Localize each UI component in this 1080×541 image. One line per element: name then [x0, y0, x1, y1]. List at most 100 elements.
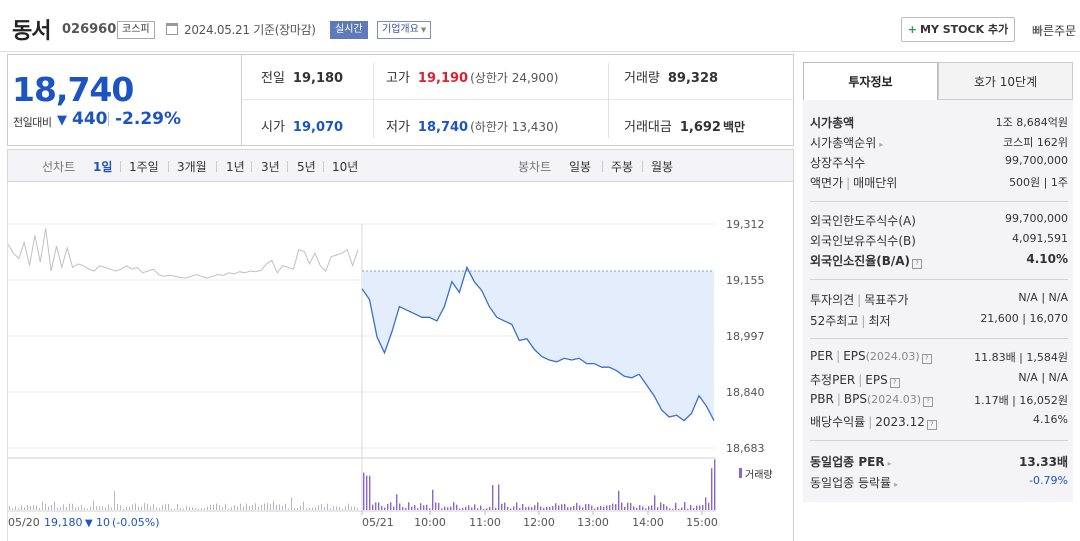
volume-bar — [354, 506, 355, 510]
quick-order-link[interactable]: 빠른주문 — [1032, 24, 1077, 38]
volume-bar — [639, 504, 641, 510]
foreign-limit-label: 외국인한도주식수(A) — [810, 214, 916, 228]
prev-day-price: 19,180 — [44, 516, 83, 529]
volume-bar — [393, 506, 395, 510]
y-tick-label: 19,312 — [726, 218, 765, 231]
prev-day-percent: (-0.05%) — [112, 516, 160, 529]
volume-bar — [294, 508, 295, 510]
volume-bar — [693, 508, 695, 510]
volume-bar — [594, 508, 596, 510]
volume-bar — [618, 490, 620, 510]
tab-1year[interactable]: 1년 — [226, 160, 245, 174]
y-tick-label: 18,997 — [726, 330, 765, 343]
volume-bar — [417, 508, 419, 510]
volume-bar — [225, 503, 226, 510]
tab-weekly-candle[interactable]: 주봉 — [611, 160, 634, 174]
volume-bar — [366, 475, 368, 510]
market-cap-rank-row[interactable]: 시가총액순위 ▸ 코스피 162위 — [810, 134, 1068, 152]
volume-bar — [423, 505, 425, 510]
volume-bar — [411, 506, 413, 510]
tab-orderbook-10[interactable]: 호가 10단계 — [938, 62, 1073, 100]
company-overview-dropdown[interactable]: 기업개요 ▼ — [377, 21, 432, 39]
tab-daily-candle[interactable]: 일봉 — [569, 160, 592, 174]
add-mystock-button[interactable]: + MY STOCK 추가 — [901, 17, 1015, 42]
par-value-value: 500원 | 1주 — [1009, 176, 1068, 189]
realtime-button[interactable]: 실시간 — [330, 21, 368, 39]
tab-divider — [602, 161, 603, 172]
week52-high-label: 52주최고 — [810, 314, 859, 328]
tab-10year[interactable]: 10년 — [332, 160, 359, 174]
section-divider — [810, 338, 1068, 339]
help-icon[interactable]: ? — [926, 420, 937, 430]
low-label: 저가 — [386, 120, 410, 135]
dividend-value: 4.16% — [1033, 413, 1068, 426]
tab-divider — [251, 161, 252, 172]
calendar-icon — [166, 23, 178, 35]
listed-shares-value: 99,700,000 — [1005, 154, 1068, 167]
per-row: PER | EPS(2024.03)? 11.83배 | 1,584원 — [810, 349, 1068, 364]
volume-bar — [123, 508, 124, 510]
volume-bar — [711, 468, 713, 510]
volume-bar — [192, 507, 193, 510]
volume-bar — [486, 508, 488, 510]
volume-bar — [630, 502, 632, 510]
volume-bar — [195, 508, 196, 510]
market-cap-row: 시가총액 1조 8,684억원 — [810, 114, 1068, 132]
volume-bar — [231, 507, 232, 510]
volume-bar — [255, 503, 256, 510]
add-mystock-label: MY STOCK 추가 — [920, 23, 1009, 36]
volume-bar — [606, 505, 608, 510]
volume-bar — [576, 502, 578, 510]
volume-bar — [567, 507, 569, 510]
tab-monthly-candle[interactable]: 월봉 — [651, 160, 674, 174]
volume-cell: 거래량 89,328 — [624, 67, 718, 86]
help-icon[interactable]: ? — [912, 259, 923, 269]
x-tick-label: 05/21 — [362, 516, 394, 529]
volume-bar — [78, 506, 79, 510]
volume-bar — [168, 504, 169, 510]
volume-bar — [645, 508, 647, 510]
volume-bar — [138, 506, 139, 510]
tab-1day[interactable]: 1일 — [93, 160, 113, 174]
foreign-ratio-row: 외국인소진율(B/A)? 4.10% — [810, 252, 1068, 270]
tab-3year[interactable]: 3년 — [261, 160, 280, 174]
pbr-date: (2024.03) — [866, 393, 922, 406]
tab-divider — [120, 161, 121, 172]
est-per-value: N/A | N/A — [1018, 371, 1068, 384]
prev-day-change: 10 — [96, 516, 110, 529]
volume-bar — [387, 503, 389, 510]
tab-1week[interactable]: 1주일 — [129, 160, 159, 174]
volume-bar — [327, 503, 328, 510]
volume-bar — [90, 506, 91, 510]
volume-bar — [519, 507, 521, 510]
help-icon[interactable]: ? — [923, 397, 934, 407]
volume-bar — [420, 503, 422, 510]
tab-investment-info[interactable]: 투자정보 — [803, 62, 938, 100]
prev-day-date: 05/20 — [8, 516, 40, 529]
volume-bar — [381, 506, 383, 510]
volume-bar — [312, 507, 313, 510]
help-icon[interactable]: ? — [889, 378, 900, 388]
volume-bar — [174, 508, 175, 510]
volume-bar — [324, 506, 325, 510]
per-value: 11.83배 | 1,584원 — [974, 351, 1068, 364]
low-cell: 저가 18,740 (하한가 13,430) — [386, 116, 558, 135]
price-box — [7, 54, 241, 146]
volume-bar — [546, 506, 548, 510]
volume-bar — [135, 503, 136, 510]
low-value: 18,740 — [417, 120, 469, 135]
volume-bar — [339, 507, 340, 510]
volume-bar — [216, 503, 217, 510]
tab-5year[interactable]: 5년 — [297, 160, 316, 174]
market-badge: 코스피 — [117, 21, 155, 39]
tab-divider — [642, 161, 643, 172]
volume-bar — [63, 504, 64, 510]
volume-bar — [105, 507, 106, 510]
industry-rate-row[interactable]: 동일업종 등락률 ▸ -0.79% — [810, 474, 1068, 492]
help-icon[interactable]: ? — [921, 354, 932, 364]
tab-3month[interactable]: 3개월 — [177, 160, 207, 174]
industry-per-row[interactable]: 동일업종 PER ▸ 13.33배 — [810, 453, 1068, 471]
week52-row: 52주최고 | 최저 21,600 | 16,070 — [810, 312, 1068, 328]
foreign-holding-row: 외국인보유주식수(B) 4,091,591 — [810, 232, 1068, 250]
base-date: 2024.05.21 기준(장마감) — [184, 23, 316, 37]
